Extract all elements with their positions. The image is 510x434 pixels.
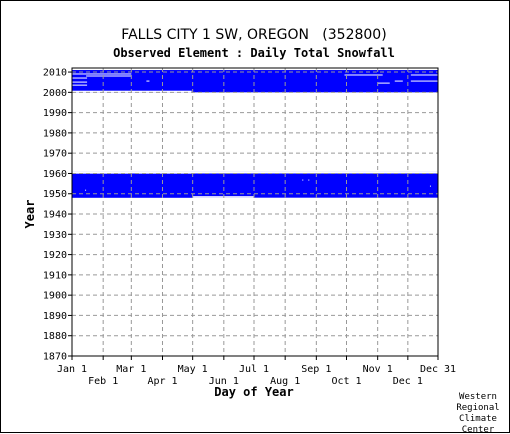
chart-title: FALLS CITY 1 SW, OREGON (352800) xyxy=(121,27,386,43)
x-tick-label: Mar 1 xyxy=(116,364,146,375)
data-gap xyxy=(410,74,438,76)
x-tick-label: Sep 1 xyxy=(301,364,331,375)
data-gap xyxy=(72,77,88,79)
data-gap xyxy=(308,179,310,181)
x-tick-label: Apr 1 xyxy=(147,376,177,387)
credit-line-3: Climate xyxy=(459,414,497,424)
x-tick-label: Jun 1 xyxy=(209,376,239,387)
data-gap xyxy=(86,75,132,77)
y-tick-label: 1870 xyxy=(43,352,67,363)
data-gap xyxy=(344,74,383,76)
plot-border xyxy=(71,67,439,357)
data-gap xyxy=(377,82,390,84)
y-tick-label: 1910 xyxy=(43,270,67,281)
data-gap xyxy=(263,171,438,174)
x-tick-label: Aug 1 xyxy=(270,376,300,387)
data-gap xyxy=(302,179,304,181)
credit-line-2: Regional xyxy=(456,403,499,413)
y-tick-label: 2010 xyxy=(43,68,67,79)
data-gap xyxy=(429,185,431,187)
y-tick-label: 1970 xyxy=(43,149,67,160)
coverage-block xyxy=(72,70,438,93)
x-axis-ticks: Jan 1 Mar 1 May 1 Jul 1 Sep 1 Nov 1 Dec 31 Feb … xyxy=(57,356,456,387)
x-tick-label: Dec 31 xyxy=(420,364,456,375)
x-tick-label: Jan 1 xyxy=(57,364,87,375)
data-gap xyxy=(72,73,132,75)
plot-area xyxy=(71,67,439,357)
y-tick-label: 1950 xyxy=(43,189,67,200)
x-axis-title: Day of Year xyxy=(214,385,293,399)
chart-subtitle: Observed Element : Daily Total Snowfall xyxy=(113,46,395,60)
data-gap xyxy=(72,171,132,174)
y-tick-label: 1960 xyxy=(43,169,67,180)
data-gap xyxy=(72,90,192,93)
x-tick-label: Jul 1 xyxy=(239,364,269,375)
x-tick-label: Feb 1 xyxy=(88,376,118,387)
data-gap xyxy=(192,196,254,198)
y-tick-label: 1930 xyxy=(43,230,67,241)
y-tick-label: 2000 xyxy=(43,88,67,99)
data-gap xyxy=(72,81,88,83)
data-gap xyxy=(72,171,438,174)
data-gap xyxy=(137,171,193,174)
x-tick-label: Nov 1 xyxy=(363,364,393,375)
x-tick-label: Oct 1 xyxy=(331,376,361,387)
data-gap xyxy=(253,197,438,199)
data-gap xyxy=(146,80,150,82)
credit-block: Western Regional Climate Center xyxy=(456,392,499,434)
y-tick-label: 1940 xyxy=(43,210,67,221)
y-tick-label: 1990 xyxy=(43,108,67,119)
y-tick-label: 1900 xyxy=(43,291,67,302)
data-gap xyxy=(72,84,88,86)
y-axis-title: Year xyxy=(23,200,37,229)
y-axis-ticks: 1870 1880 1890 1900 1910 1920 1930 1940 1950 1960… xyxy=(43,68,72,363)
x-tick-label: Dec 1 xyxy=(393,376,423,387)
credit-line-4: Center xyxy=(462,425,495,434)
y-tick-label: 1920 xyxy=(43,250,67,261)
y-tick-label: 1980 xyxy=(43,128,67,139)
data-gap xyxy=(394,80,403,82)
x-tick-label: May 1 xyxy=(178,364,208,375)
data-gap xyxy=(111,75,117,77)
data-gap xyxy=(410,80,438,82)
y-tick-label: 1890 xyxy=(43,311,67,322)
y-tick-label: 1880 xyxy=(43,331,67,342)
credit-line-1: Western xyxy=(459,392,497,402)
data-gap xyxy=(85,189,87,191)
